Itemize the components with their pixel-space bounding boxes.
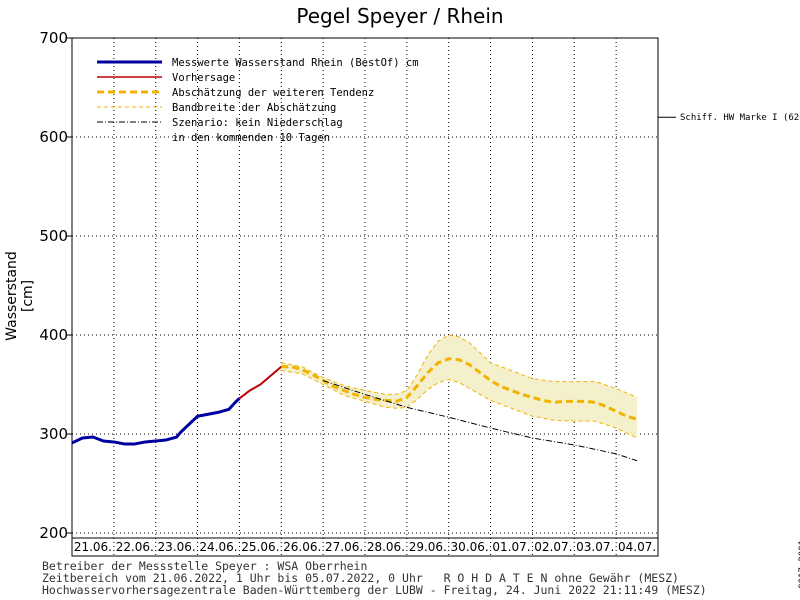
footer-timerange: Zeitbereich vom 21.06.2022, 1 Uhr bis 05… [42, 571, 679, 585]
series-measured [71, 397, 241, 446]
y-tick-label: 700 [39, 29, 68, 47]
series-scenario [322, 380, 638, 462]
legend-entry: Messwerte Wasserstand Rhein (BestOf) cm [172, 57, 419, 69]
x-tick-label: 04.07. [618, 540, 656, 554]
x-tick-label: 23.06. [158, 540, 196, 554]
band-area [281, 335, 638, 438]
x-tick-label: 21.06. [74, 540, 112, 554]
legend-entry: Szenario: kein Niederschlag [172, 117, 343, 129]
band-lower-line [281, 370, 638, 439]
footer-operator: Betreiber der Messstelle Speyer : WSA Ob… [42, 559, 368, 573]
x-tick-label: 26.06. [283, 540, 321, 554]
x-tick-label: 01.07. [492, 540, 530, 554]
x-tick-label: 30.06. [451, 540, 489, 554]
grid [72, 37, 658, 556]
y-tick-label: 200 [39, 524, 68, 542]
chart-title: Pegel Speyer / Rhein [296, 4, 504, 28]
legend-entry: Vorhersage [172, 72, 235, 84]
axes-layer: 200 300 400 500 600 700 21.06. 22.06. 23.06. 24.0… [39, 29, 800, 557]
legend-entry: Abschätzung der weiteren Tendenz [172, 87, 374, 99]
series-tendency [281, 357, 638, 421]
reference-line-label: Schiff. HW Marke I (620c [680, 113, 800, 123]
x-tick-label: 27.06. [325, 540, 363, 554]
y-axis-label: Wasserstand [cm] [4, 251, 36, 341]
x-tick-label: 28.06. [367, 540, 405, 554]
footer-center: Hochwasservorhersagezentrale Baden-Württ… [42, 583, 707, 597]
y-tick-label: 600 [39, 128, 68, 146]
x-tick-label: 22.06. [116, 540, 154, 554]
legend-entry: in den kommenden 10 Tagen [172, 132, 330, 144]
legend-entry: Bandbreite der Abschätzung [172, 102, 336, 114]
x-tick-label: 03.07. [576, 540, 614, 554]
x-axis-band [71, 537, 659, 557]
y-tick-label: 400 [39, 326, 68, 344]
x-tick-label: 24.06. [199, 540, 237, 554]
x-tick-label: 25.06. [241, 540, 279, 554]
y-tick-label: 500 [39, 227, 68, 245]
x-tick-label: 02.07. [534, 540, 572, 554]
x-tick-label: 29.06. [409, 540, 447, 554]
series-layer [71, 357, 638, 462]
band-layer [281, 334, 638, 439]
legend: Messwerte Wasserstand Rhein (BestOf) cm V… [97, 57, 419, 144]
series-forecast [238, 365, 282, 400]
y-tick-label: 300 [39, 425, 68, 443]
